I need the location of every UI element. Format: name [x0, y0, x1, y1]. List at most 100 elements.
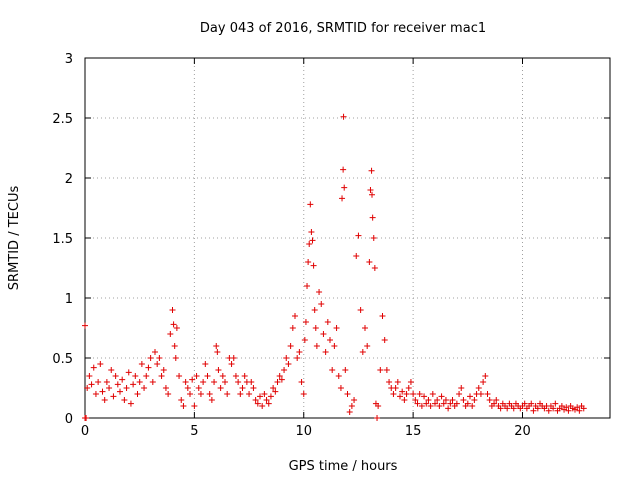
data-point: [172, 355, 179, 361]
data-point: [110, 393, 117, 400]
data-point: [563, 404, 570, 411]
data-point: [491, 400, 498, 407]
data-point: [246, 391, 253, 397]
data-point: [397, 393, 403, 400]
data-point: [130, 381, 137, 388]
data-point: [410, 391, 417, 397]
data-point: [381, 337, 388, 343]
data-point: [453, 400, 460, 407]
data-point: [341, 184, 348, 191]
data-point: [117, 388, 123, 395]
data-point: [82, 322, 88, 329]
x-axis: 0 5 10 15 20: [81, 58, 531, 439]
data-point: [292, 313, 298, 319]
data-point: [287, 343, 294, 349]
data-point: [302, 319, 309, 325]
data-point: [127, 400, 134, 407]
data-points: [82, 113, 587, 421]
data-point: [344, 391, 351, 397]
data-point: [170, 321, 177, 328]
data-point: [368, 167, 375, 174]
data-point: [257, 393, 263, 400]
data-point: [97, 361, 104, 367]
data-point: [158, 373, 165, 379]
data-point: [342, 367, 349, 373]
data-point: [369, 214, 376, 221]
data-point: [484, 391, 491, 397]
data-point: [309, 237, 316, 244]
y-tick-label: 3: [65, 52, 73, 67]
data-point: [200, 379, 207, 385]
data-point: [329, 367, 336, 373]
data-point: [121, 397, 128, 403]
data-point: [369, 191, 375, 198]
data-point: [425, 397, 432, 403]
data-point: [182, 379, 189, 385]
data-point: [429, 391, 436, 397]
data-point: [331, 343, 338, 349]
x-tick-label: 5: [190, 424, 198, 439]
data-point: [250, 385, 257, 391]
data-point: [312, 325, 319, 331]
data-point: [106, 385, 113, 391]
data-point: [301, 337, 308, 343]
y-tick-label: 1: [65, 292, 73, 307]
data-point: [123, 385, 130, 391]
data-point: [340, 166, 347, 173]
data-point: [337, 385, 344, 391]
data-point: [497, 405, 504, 412]
data-point: [405, 385, 412, 391]
data-point: [125, 369, 132, 376]
data-point: [493, 397, 500, 403]
data-point: [421, 393, 428, 400]
data-point: [197, 391, 204, 397]
data-point: [504, 405, 511, 412]
data-point: [335, 373, 342, 379]
data-point: [217, 385, 224, 391]
data-point: [475, 385, 482, 391]
data-point: [86, 373, 93, 379]
data-point: [351, 397, 358, 403]
data-point: [310, 262, 317, 269]
data-point: [305, 259, 312, 265]
data-point: [366, 259, 373, 265]
data-point: [224, 391, 231, 397]
data-point: [458, 385, 465, 391]
chart-title: Day 043 of 2016, SRMTID for receiver mac…: [200, 21, 486, 36]
data-point: [173, 325, 180, 331]
data-point: [283, 355, 290, 361]
data-point: [235, 379, 242, 385]
data-point: [169, 307, 176, 313]
data-point: [375, 403, 382, 409]
y-axis: 0 0.5 1 1.5 2 2.5 3: [52, 52, 610, 427]
data-point: [576, 407, 583, 414]
data-point: [436, 403, 443, 409]
data-point: [318, 301, 325, 307]
data-point: [403, 391, 410, 397]
data-point: [232, 373, 239, 379]
data-point: [418, 403, 425, 409]
data-point: [145, 364, 152, 371]
data-point: [84, 385, 91, 391]
data-point: [300, 391, 307, 397]
data-point: [432, 400, 438, 407]
data-point: [316, 289, 323, 295]
data-point: [119, 376, 126, 383]
data-point: [486, 397, 493, 403]
data-point: [469, 403, 476, 409]
data-point: [377, 367, 384, 373]
data-point: [134, 391, 141, 397]
data-point: [143, 373, 150, 379]
data-point: [362, 325, 368, 331]
y-axis-label: SRMTID / TECUs: [7, 186, 22, 291]
data-point: [320, 331, 327, 337]
data-point: [222, 379, 228, 385]
data-point: [167, 331, 174, 337]
data-point: [392, 385, 399, 391]
data-point: [456, 391, 463, 397]
data-point: [241, 373, 248, 379]
data-point: [165, 391, 172, 397]
data-point: [261, 391, 268, 397]
data-point: [565, 407, 572, 414]
